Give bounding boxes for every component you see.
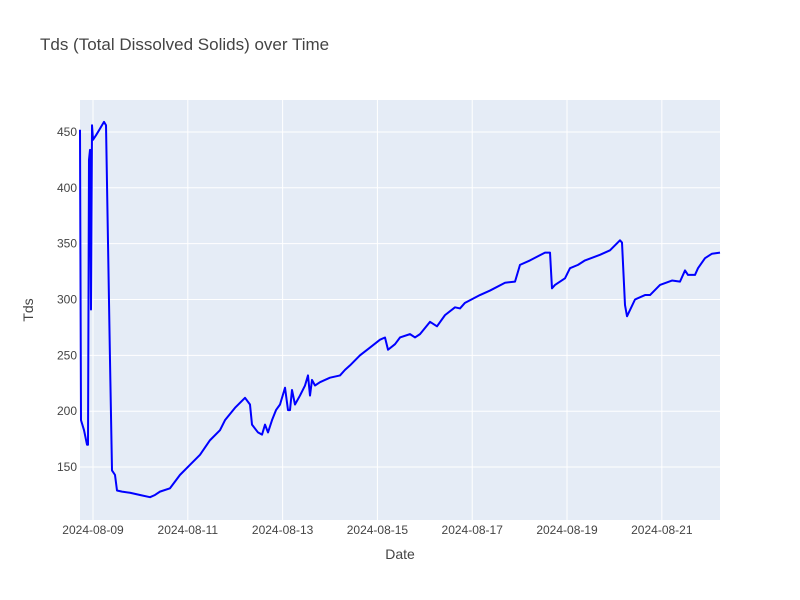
x-tick-label: 2024-08-21 — [631, 523, 693, 537]
y-tick-label: 350 — [57, 237, 77, 251]
x-tick-label: 2024-08-17 — [442, 523, 504, 537]
x-tick-label: 2024-08-19 — [536, 523, 598, 537]
x-tick-label: 2024-08-13 — [252, 523, 314, 537]
x-tick-label: 2024-08-09 — [62, 523, 124, 537]
x-tick-label: 2024-08-11 — [158, 523, 219, 537]
x-tick-label: 2024-08-15 — [347, 523, 409, 537]
y-tick-label: 300 — [57, 293, 77, 307]
chart-title: Tds (Total Dissolved Solids) over Time — [40, 35, 329, 54]
y-tick-label: 200 — [57, 404, 77, 418]
y-tick-label: 150 — [57, 460, 77, 474]
x-axis-title: Date — [385, 546, 415, 562]
y-tick-label: 400 — [57, 181, 77, 195]
y-tick-label: 250 — [57, 348, 77, 362]
y-axis-title: Tds — [20, 298, 36, 321]
plot-area — [80, 100, 720, 520]
data-line — [79, 120, 721, 499]
y-tick-label: 450 — [57, 125, 77, 139]
